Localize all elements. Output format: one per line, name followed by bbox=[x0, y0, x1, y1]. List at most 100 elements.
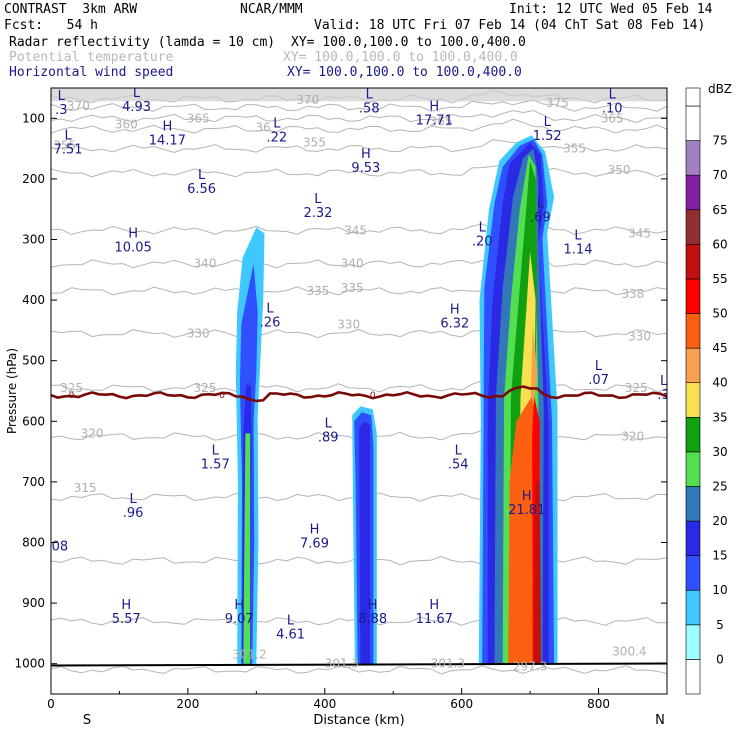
wind-extremum-low: L bbox=[64, 129, 72, 144]
x-tick-label: 200 bbox=[176, 697, 199, 711]
colorbar-swatch bbox=[685, 244, 701, 280]
wind-extremum-value: 7.69 bbox=[300, 536, 329, 551]
theta-label: 350 bbox=[608, 163, 631, 177]
isentrope-330 bbox=[51, 323, 667, 339]
reflectivity-band-15dbz bbox=[359, 421, 370, 664]
wind-extremum-high: H bbox=[310, 522, 320, 537]
wind-extremum-value: .58 bbox=[359, 101, 380, 116]
wind-extremum-value: 9.53 bbox=[351, 161, 380, 176]
colorbar-swatch bbox=[685, 486, 701, 522]
colorbar-swatch bbox=[685, 659, 701, 695]
theta-label: 325 bbox=[60, 381, 83, 395]
x-tick-label: 400 bbox=[313, 697, 336, 711]
colorbar-label: 70 bbox=[712, 168, 727, 182]
wind-extremum-high: H bbox=[450, 302, 460, 317]
zero-isotherm-label: 0 bbox=[370, 391, 376, 401]
wind-extremum-value: 4.61 bbox=[276, 627, 305, 642]
theta-label: 370 bbox=[67, 99, 90, 113]
wind-extremum-value: 6.32 bbox=[440, 316, 469, 331]
y-tick-label: 900 bbox=[22, 596, 45, 610]
wind-extremum-value: 21.81 bbox=[508, 503, 545, 518]
wind-extremum-low: L bbox=[366, 87, 374, 102]
field-name-theta: Potential temperature bbox=[9, 50, 174, 65]
theta-label: 365 bbox=[601, 111, 624, 125]
wind-extremum-value: 6.56 bbox=[187, 182, 216, 197]
theta-label: 335 bbox=[341, 281, 364, 295]
wind-extremum-low: L bbox=[130, 492, 138, 507]
wind-extremum-value: 9.07 bbox=[225, 612, 254, 627]
colorbar-label: 40 bbox=[712, 376, 727, 390]
wind-extremum-low: L bbox=[574, 229, 582, 244]
theta-label: 365 bbox=[187, 111, 210, 125]
colorbar-swatch bbox=[685, 520, 701, 556]
colorbar-swatch bbox=[685, 278, 701, 314]
isentrope-340 bbox=[51, 254, 667, 269]
wind-extremum-value: 4.93 bbox=[122, 100, 151, 115]
wind-extremum-value: .10 bbox=[602, 101, 623, 116]
colorbar-swatch bbox=[685, 209, 701, 245]
wind-extremum-value: 8.88 bbox=[358, 612, 387, 627]
wind-extremum-low: L bbox=[266, 301, 274, 316]
theta-label: 330 bbox=[628, 329, 651, 343]
theta-label: 325 bbox=[625, 381, 648, 395]
y-tick-label: 700 bbox=[22, 475, 45, 489]
colorbar-swatch bbox=[685, 555, 701, 591]
wind-extremum-high: H bbox=[429, 598, 439, 613]
colorbar-label: 20 bbox=[712, 514, 727, 528]
zero-isotherm-label: 0 bbox=[69, 391, 75, 401]
x-end-label-north: N bbox=[655, 713, 665, 728]
theta-label: 297.3 bbox=[513, 660, 547, 674]
reflectivity-band-25dbz bbox=[243, 433, 251, 664]
wind-extremum-value: 2.32 bbox=[303, 206, 332, 221]
field-xy-wind: XY= 100.0,100.0 to 100.0,400.0 bbox=[287, 65, 522, 80]
colorbar-label: 45 bbox=[712, 341, 727, 355]
wind-extremum-low: L bbox=[58, 89, 66, 104]
x-tick-label: 800 bbox=[587, 697, 610, 711]
theta-label: 375 bbox=[546, 96, 569, 110]
wind-extremum-high: H bbox=[162, 119, 172, 134]
colorbar-top-cap bbox=[685, 87, 701, 107]
wind-extremum-high: H bbox=[522, 489, 532, 504]
wind-extremum-value: .54 bbox=[448, 458, 469, 473]
y-tick-label: 1000 bbox=[14, 657, 45, 671]
wind-extremum-low: L bbox=[537, 196, 545, 211]
theta-label: 330 bbox=[337, 317, 360, 331]
reflectivity-band-45dbz bbox=[508, 397, 539, 664]
colorbar-label: 65 bbox=[712, 203, 727, 217]
wind-extremum-value: 1.57 bbox=[201, 458, 230, 473]
isentrope-365 bbox=[51, 109, 667, 124]
y-tick-label: 800 bbox=[22, 536, 45, 550]
wind-extremum-high: H bbox=[361, 147, 371, 162]
wind-extremum-low: L bbox=[660, 374, 668, 389]
colorbar-swatch bbox=[685, 347, 701, 384]
reflectivity-band-55dbz bbox=[534, 481, 542, 664]
theta-label: 365 bbox=[430, 114, 453, 128]
y-tick-label: 600 bbox=[22, 414, 45, 428]
theta-label: 300.4 bbox=[612, 645, 646, 659]
theta-label: 301.2 bbox=[232, 648, 266, 662]
wind-extremum-high: H bbox=[128, 227, 138, 242]
theta-label: 335 bbox=[306, 284, 329, 298]
colorbar-label: 0 bbox=[716, 652, 724, 666]
y-tick-label: 200 bbox=[22, 172, 45, 186]
wind-extremum-low: L bbox=[595, 359, 603, 374]
theta-label: 340 bbox=[194, 257, 217, 271]
colorbar-swatch bbox=[685, 140, 701, 176]
colorbar-swatch bbox=[685, 589, 701, 626]
colorbar-label: 55 bbox=[712, 272, 727, 286]
y-axis-label: Pressure (hPa) bbox=[5, 348, 19, 434]
colorbar-label: 50 bbox=[712, 307, 727, 321]
theta-label: 355 bbox=[53, 139, 76, 153]
wind-extremum-value: 11.67 bbox=[416, 612, 453, 627]
theta-label: 338 bbox=[621, 287, 644, 301]
zero-isotherm-label: 0 bbox=[219, 391, 225, 401]
colorbar-swatch bbox=[685, 382, 701, 418]
top-isentrope-band bbox=[51, 88, 667, 102]
field-xy-reflectivity: XY= 100.0,100.0 to 100.0,400.0 bbox=[291, 35, 526, 50]
wind-extremum-value: .26 bbox=[260, 315, 281, 330]
reflectivity-cell-2 bbox=[352, 406, 377, 664]
isentrope-355 bbox=[51, 139, 667, 154]
x-tick-label: 0 bbox=[47, 697, 55, 711]
wind-extremum-low: L bbox=[455, 444, 463, 459]
